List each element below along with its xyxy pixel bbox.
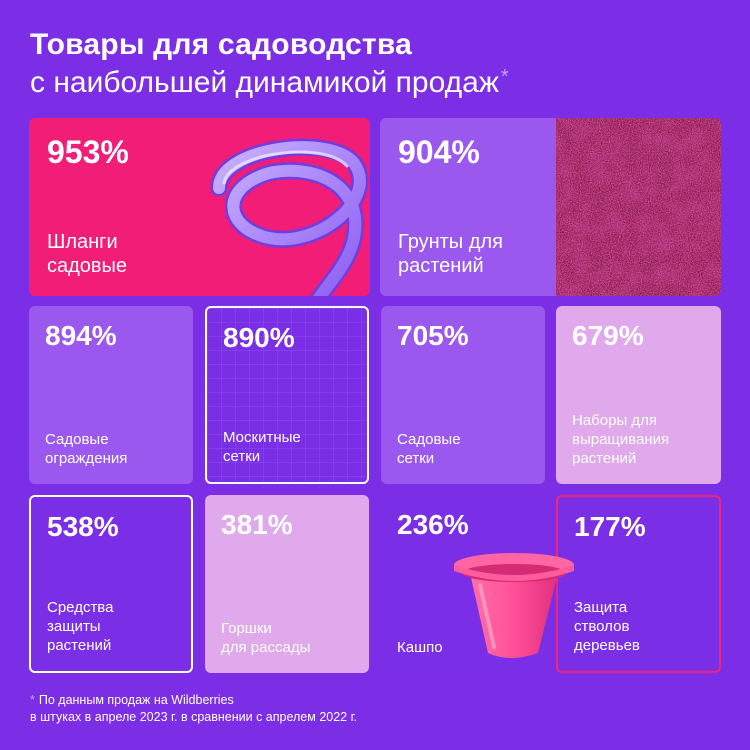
footnote-star: * — [30, 693, 35, 707]
flower-pot-image — [454, 553, 574, 658]
footnote: * По данным продаж на Wildberries в штука… — [30, 692, 357, 726]
card-seedling-pots: 381% Горшки для рассады — [205, 495, 369, 673]
card-percent: 953% — [47, 134, 129, 170]
card-label: Москитные сетки — [223, 429, 301, 465]
soil-image — [556, 118, 721, 296]
card-percent: 904% — [398, 134, 480, 170]
card-percent: 538% — [47, 511, 119, 542]
page-title: Товары для садоводства — [30, 28, 412, 61]
card-label: Защита стволов деревьев — [574, 599, 640, 654]
card-label: Наборы для выращивания растений — [572, 412, 670, 467]
card-percent: 236% — [397, 509, 469, 540]
footnote-text: По данным продаж на Wildberries в штуках… — [30, 693, 358, 724]
card-percent: 381% — [221, 509, 293, 540]
card-garden-hoses: 953% Шланги садовые — [29, 118, 370, 296]
card-mosquito-nets: 890% Москитные сетки — [205, 306, 369, 484]
card-trunk-protection: 177% Защита стволов деревьев — [556, 495, 721, 673]
garden-hose-image — [210, 138, 369, 296]
card-percent: 705% — [397, 320, 469, 351]
card-percent: 679% — [572, 320, 644, 351]
card-label: Горшки для рассады — [221, 620, 311, 656]
card-label: Средства защиты растений — [47, 599, 114, 654]
card-label: Садовые ограждения — [45, 431, 128, 467]
card-percent: 177% — [574, 511, 646, 542]
card-percent: 894% — [45, 320, 117, 351]
page-subtitle: с наибольшей динамикой продаж * — [30, 66, 509, 100]
footnote-star: * — [500, 66, 509, 88]
card-plant-protection: 538% Средства защиты растений — [29, 495, 193, 673]
card-label: Садовые сетки — [397, 431, 461, 467]
subtitle-text: с наибольшей динамикой продаж — [30, 66, 499, 99]
card-label: Шланги садовые — [47, 231, 128, 277]
card-label: Грунты для растений — [398, 231, 503, 277]
card-label: Кашпо — [397, 639, 443, 656]
card-garden-fences: 894% Садовые ограждения — [29, 306, 193, 484]
card-garden-nets: 705% Садовые сетки — [381, 306, 545, 484]
card-percent: 890% — [223, 322, 295, 353]
card-growing-kits: 679% Наборы для выращивания растений — [556, 306, 721, 484]
